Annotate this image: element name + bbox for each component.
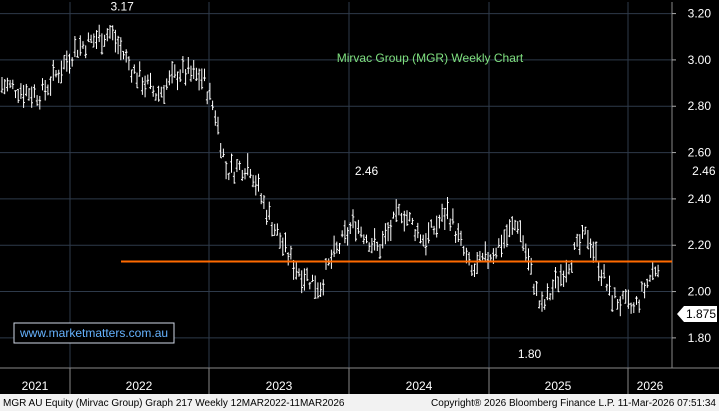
annotation-label: 2.46 bbox=[692, 164, 716, 178]
watermark-box[interactable]: www.marketmatters.com.au bbox=[13, 322, 175, 344]
chart-title: Mirvac Group (MGR) Weekly Chart bbox=[337, 51, 524, 65]
footer-right-text: Copyright® 2026 Bloomberg Finance L.P. 1… bbox=[431, 398, 716, 409]
y-tick-label: 1.80 bbox=[688, 331, 712, 345]
y-axis: 1.80 2.00 2.20 2.40 2.60 2.80 3.00 3.20 bbox=[672, 7, 711, 345]
x-tick-label: 2025 bbox=[545, 379, 572, 393]
last-price-value: 1.875 bbox=[686, 307, 716, 321]
annotation-label: 2.46 bbox=[355, 164, 379, 178]
footer-left-text: MGR AU Equity (Mirvac Group) Graph 217 W… bbox=[3, 398, 345, 409]
y-tick-label: 2.80 bbox=[688, 99, 712, 113]
y-tick-label: 3.00 bbox=[688, 53, 712, 67]
x-tick-label: 2022 bbox=[126, 379, 153, 393]
price-bars bbox=[0, 24, 660, 317]
y-tick-label: 2.00 bbox=[688, 285, 712, 299]
annotation-label: 1.80 bbox=[518, 347, 542, 361]
x-axis: 2021 2022 2023 2024 2025 2026 bbox=[0, 367, 719, 394]
annotations: 3.17 2.46 1.80 2.46 bbox=[110, 0, 715, 361]
watermark-text: www.marketmatters.com.au bbox=[19, 326, 168, 340]
x-tick-label: 2021 bbox=[22, 379, 49, 393]
x-tick-label: 2023 bbox=[266, 379, 293, 393]
annotation-label: 3.17 bbox=[110, 0, 134, 14]
y-tick-label: 2.60 bbox=[688, 146, 712, 160]
y-tick-label: 2.20 bbox=[688, 238, 712, 252]
x-tick-label: 2026 bbox=[637, 379, 664, 393]
y-tick-label: 3.20 bbox=[688, 7, 712, 21]
x-tick-label: 2024 bbox=[406, 379, 433, 393]
x-axis-band bbox=[0, 368, 719, 394]
footer-bar: MGR AU Equity (Mirvac Group) Graph 217 W… bbox=[0, 394, 719, 411]
last-price-badge: 1.875 bbox=[677, 306, 717, 322]
y-tick-label: 2.40 bbox=[688, 192, 712, 206]
